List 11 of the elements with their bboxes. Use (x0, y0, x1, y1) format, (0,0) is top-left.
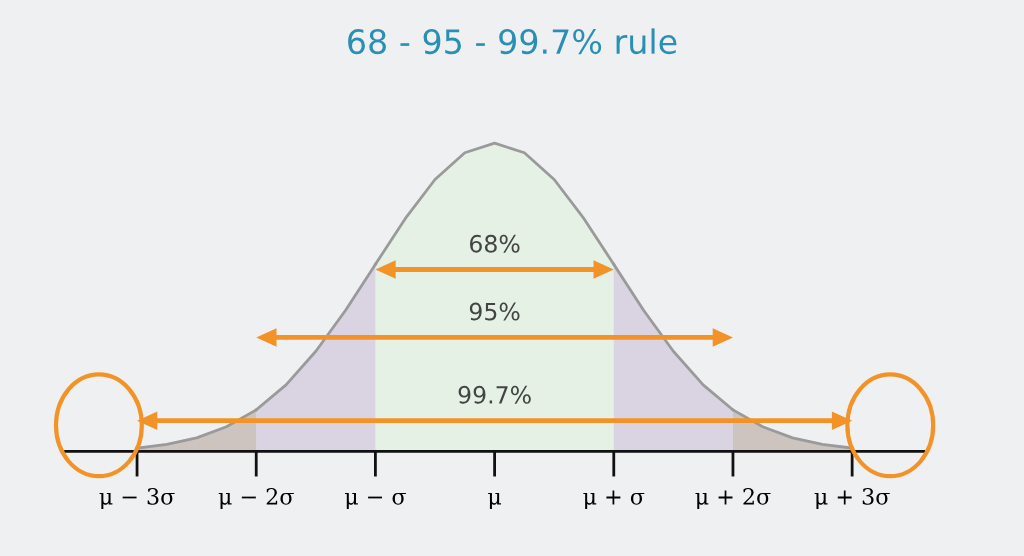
x-tick-label: μ + 2σ (695, 487, 771, 510)
x-tick-label: μ + 3σ (814, 487, 890, 510)
annotation: 68% (470, 234, 520, 253)
x-tick-label: μ + σ (583, 490, 645, 510)
annotation: 95% (469, 302, 520, 321)
x-tick-label: μ − σ (344, 492, 406, 510)
annotation: 99.7% (458, 385, 531, 404)
x-tick-label: μ − 3σ (99, 487, 175, 510)
x-tick-label: μ − 2σ (218, 487, 294, 510)
x-tick-label: μ (488, 492, 502, 510)
chart-title: 68 - 95 - 99.7% rule (348, 28, 677, 55)
